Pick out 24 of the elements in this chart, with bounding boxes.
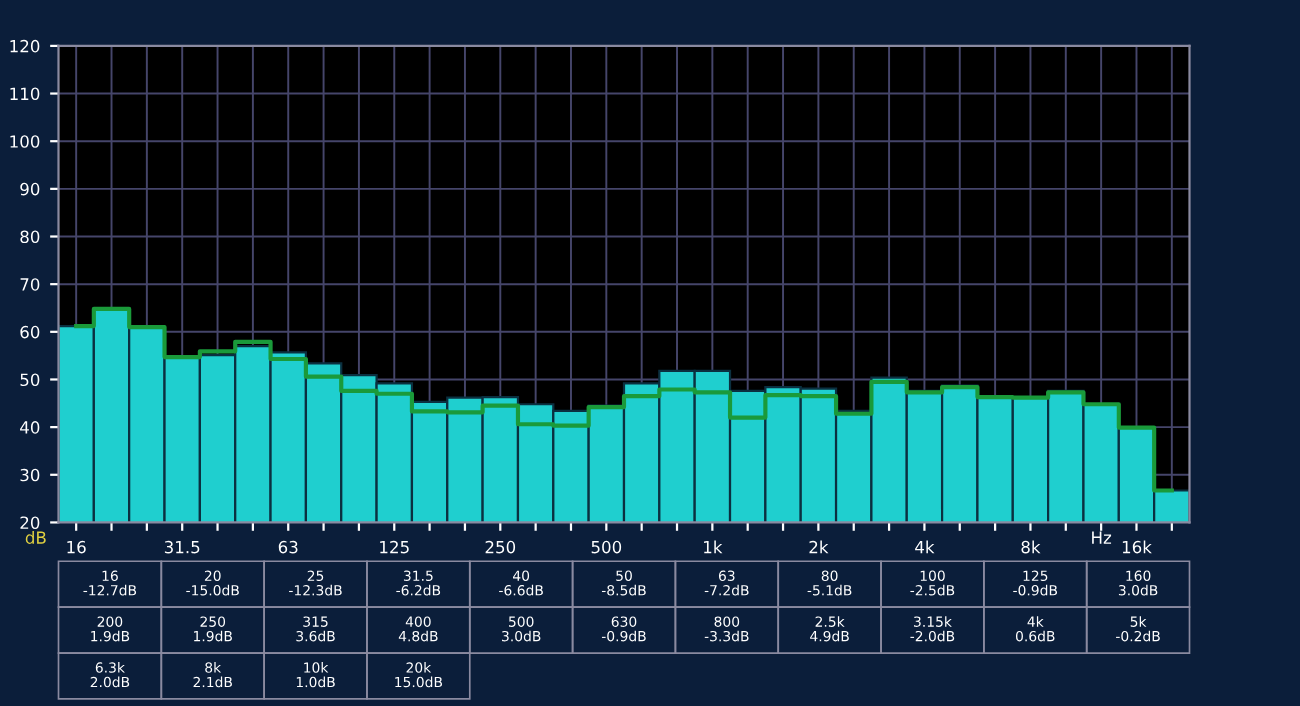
y-tick-label: 70	[20, 278, 40, 291]
y-tick-label: 60	[20, 325, 40, 339]
x-tick-label: 4k	[915, 540, 935, 554]
x-tick-label: 63	[278, 540, 298, 554]
y-tick-label: 50	[20, 373, 40, 387]
x-tick-label: 500	[591, 540, 622, 554]
y-tick-label: 40	[20, 421, 40, 434]
x-tick-label: 8k	[1021, 540, 1041, 554]
x-tick-label: 1k	[704, 540, 723, 554]
y-tick-label: 120	[10, 39, 40, 53]
y-tick-label: 100	[10, 135, 40, 148]
x-axis-title: Hz	[1092, 531, 1112, 544]
y-tick-label: 90	[20, 182, 40, 196]
x-tick-label: 125	[380, 540, 409, 554]
x-tick-label: 250	[485, 540, 516, 554]
x-tick-label: 31.5	[164, 540, 200, 554]
y-tick-label: 20	[20, 516, 40, 530]
y-tick-label: 30	[20, 468, 40, 482]
x-tick-label: 2k	[809, 540, 829, 554]
x-tick-label: 16k	[1122, 540, 1152, 554]
x-tick-label: 16	[67, 540, 86, 554]
y-tick-label: 110	[10, 87, 40, 101]
y-axis-title: dB	[25, 531, 46, 544]
y-tick-label: 80	[20, 230, 40, 244]
